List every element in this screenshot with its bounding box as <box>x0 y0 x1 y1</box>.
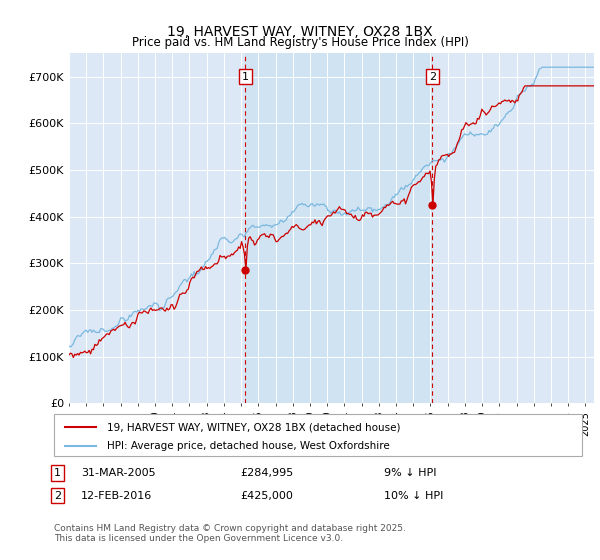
Text: 10% ↓ HPI: 10% ↓ HPI <box>384 491 443 501</box>
Text: 9% ↓ HPI: 9% ↓ HPI <box>384 468 437 478</box>
Text: 19, HARVEST WAY, WITNEY, OX28 1BX (detached house): 19, HARVEST WAY, WITNEY, OX28 1BX (detac… <box>107 422 400 432</box>
Text: £425,000: £425,000 <box>240 491 293 501</box>
Text: 2: 2 <box>428 72 436 82</box>
Text: 1: 1 <box>54 468 61 478</box>
Text: Price paid vs. HM Land Registry's House Price Index (HPI): Price paid vs. HM Land Registry's House … <box>131 36 469 49</box>
Text: £284,995: £284,995 <box>240 468 293 478</box>
FancyBboxPatch shape <box>54 414 582 456</box>
Text: 31-MAR-2005: 31-MAR-2005 <box>81 468 155 478</box>
Text: 1: 1 <box>242 72 249 82</box>
Text: 12-FEB-2016: 12-FEB-2016 <box>81 491 152 501</box>
Text: 2: 2 <box>54 491 61 501</box>
Bar <box>245 53 432 403</box>
Text: 19, HARVEST WAY, WITNEY, OX28 1BX: 19, HARVEST WAY, WITNEY, OX28 1BX <box>167 25 433 39</box>
Text: Contains HM Land Registry data © Crown copyright and database right 2025.
This d: Contains HM Land Registry data © Crown c… <box>54 524 406 543</box>
Text: HPI: Average price, detached house, West Oxfordshire: HPI: Average price, detached house, West… <box>107 441 389 451</box>
